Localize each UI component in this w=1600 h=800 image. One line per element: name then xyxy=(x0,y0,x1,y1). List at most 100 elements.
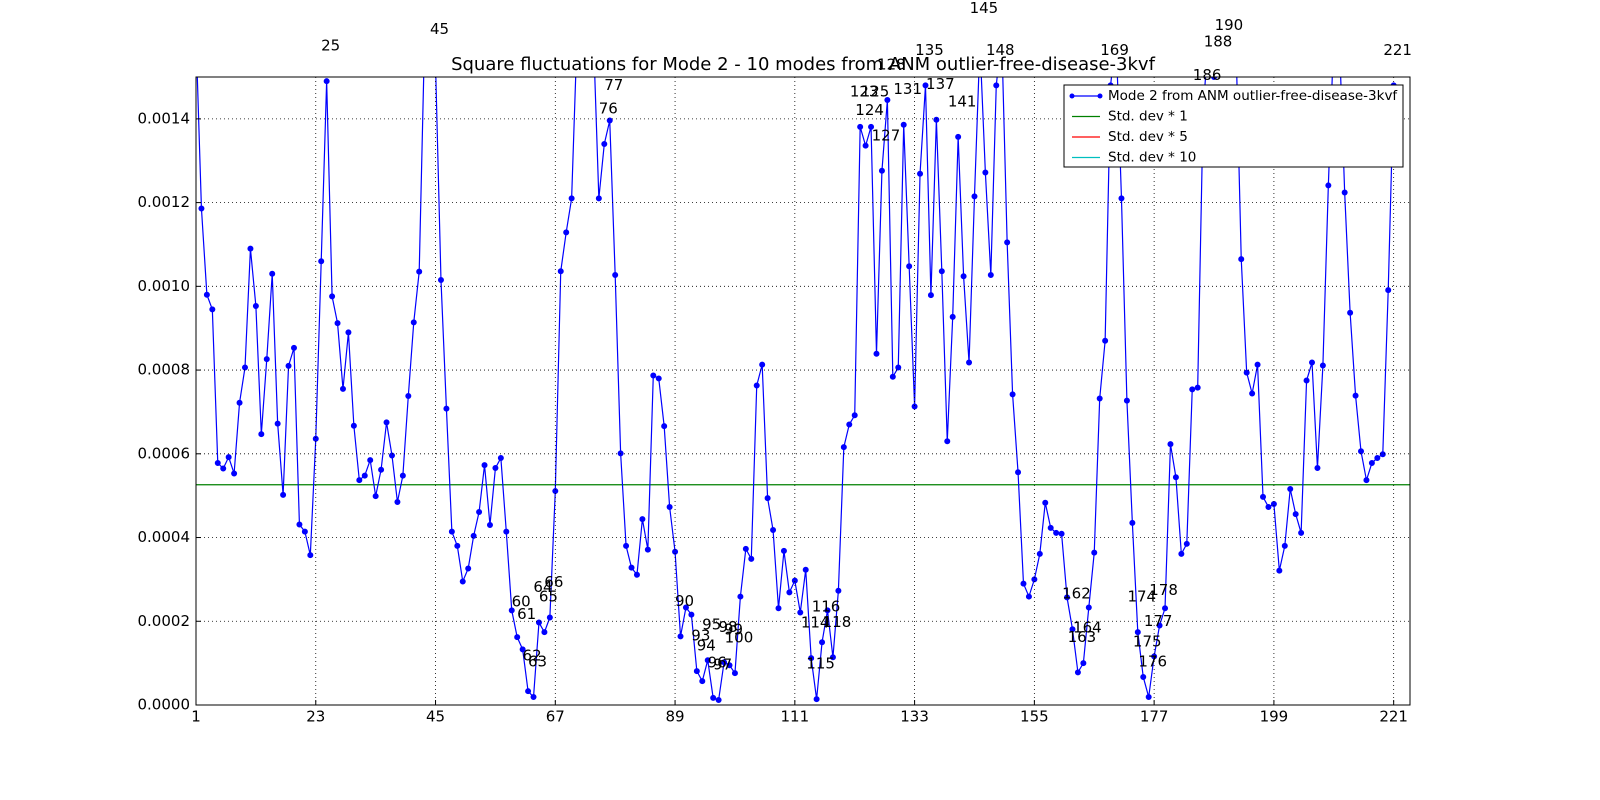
data-point xyxy=(927,292,934,299)
data-point xyxy=(525,688,532,695)
data-point xyxy=(1249,390,1256,397)
axes-frame xyxy=(195,76,1411,706)
data-point xyxy=(944,438,951,445)
data-point xyxy=(519,646,526,653)
data-point xyxy=(323,78,330,85)
data-point xyxy=(829,654,836,661)
annotation: 128 xyxy=(877,56,906,74)
legend-label: Std. dev * 10 xyxy=(1108,150,1196,166)
data-point xyxy=(339,385,346,392)
annotation: 188 xyxy=(1204,33,1233,51)
data-point xyxy=(1042,499,1049,506)
data-point xyxy=(1303,377,1310,384)
annotation: 141 xyxy=(948,92,977,110)
annotation: 98 xyxy=(719,618,738,636)
data-point xyxy=(1314,465,1321,472)
x-tick-label: 23 xyxy=(306,708,325,726)
annotation: 25 xyxy=(321,37,340,55)
annotation: 61 xyxy=(517,605,536,623)
data-point xyxy=(1265,503,1272,510)
plot-area xyxy=(196,77,1410,703)
data-point xyxy=(748,555,755,562)
y-tick-label: 0.0008 xyxy=(138,361,191,379)
data-point xyxy=(1281,542,1288,549)
annotation: 178 xyxy=(1149,581,1178,599)
data-point xyxy=(938,268,945,275)
data-point xyxy=(1036,550,1043,557)
data-point xyxy=(378,466,385,473)
data-point xyxy=(557,268,564,275)
annotation: 186 xyxy=(1193,66,1222,84)
data-point xyxy=(361,472,368,479)
data-point xyxy=(1254,361,1261,368)
annotation: 100 xyxy=(725,629,754,647)
y-tick-label: 0.0014 xyxy=(138,109,191,127)
annotation: 190 xyxy=(1215,16,1244,34)
data-point xyxy=(247,245,254,252)
data-point xyxy=(481,462,488,469)
data-point xyxy=(236,399,243,406)
data-point xyxy=(612,272,619,279)
data-point xyxy=(372,493,379,500)
annotation: 163 xyxy=(1068,628,1097,646)
data-point xyxy=(269,270,276,277)
data-point xyxy=(356,477,363,484)
data-point xyxy=(203,291,210,298)
x-tick-label: 1 xyxy=(191,708,201,726)
data-point xyxy=(1298,529,1305,536)
data-point xyxy=(1276,567,1283,574)
data-point xyxy=(623,542,630,549)
data-point xyxy=(868,123,875,130)
data-point xyxy=(209,306,216,313)
data-point xyxy=(780,547,787,554)
data-point xyxy=(1102,337,1109,344)
data-point xyxy=(639,516,646,523)
data-point xyxy=(1020,580,1027,587)
annotation: 77 xyxy=(604,76,623,94)
data-point xyxy=(345,329,352,336)
y-tick-label: 0.0006 xyxy=(138,444,191,462)
legend-marker xyxy=(1069,93,1075,99)
data-point xyxy=(285,362,292,369)
data-point xyxy=(628,564,635,571)
data-point xyxy=(399,472,406,479)
data-point xyxy=(802,566,809,573)
data-point xyxy=(405,393,412,400)
annotation: 118 xyxy=(823,613,852,631)
data-point xyxy=(1118,195,1125,202)
data-point xyxy=(759,361,766,368)
annotation: 65 xyxy=(539,588,558,606)
annotation: 97 xyxy=(713,655,732,673)
annotation: 137 xyxy=(926,75,955,93)
data-point xyxy=(241,364,248,371)
data-point xyxy=(1167,441,1174,448)
data-point xyxy=(350,422,357,429)
data-point xyxy=(1325,182,1332,189)
data-point xyxy=(1352,392,1359,399)
data-point xyxy=(791,577,798,584)
data-point xyxy=(225,454,232,461)
data-point xyxy=(862,142,869,149)
data-point xyxy=(1129,519,1136,526)
data-point xyxy=(231,470,238,477)
annotation: 76 xyxy=(599,99,618,117)
legend-box xyxy=(1063,84,1404,168)
data-point xyxy=(1015,469,1022,476)
annotation: 96 xyxy=(708,653,727,671)
data-point xyxy=(198,205,205,212)
y-tick-label: 0.0012 xyxy=(138,193,191,211)
annotation: 169 xyxy=(1100,41,1129,59)
data-point xyxy=(693,668,700,675)
annotation: 99 xyxy=(724,621,743,639)
data-point xyxy=(503,528,510,535)
data-point xyxy=(367,457,374,464)
data-point xyxy=(563,229,570,236)
data-point xyxy=(274,420,281,427)
annotation: 45 xyxy=(430,20,449,38)
data-point xyxy=(1374,454,1381,461)
data-point xyxy=(1080,660,1087,667)
data-point xyxy=(535,619,542,626)
data-point xyxy=(1140,673,1147,680)
data-point xyxy=(1385,287,1392,294)
data-point xyxy=(1047,524,1054,531)
